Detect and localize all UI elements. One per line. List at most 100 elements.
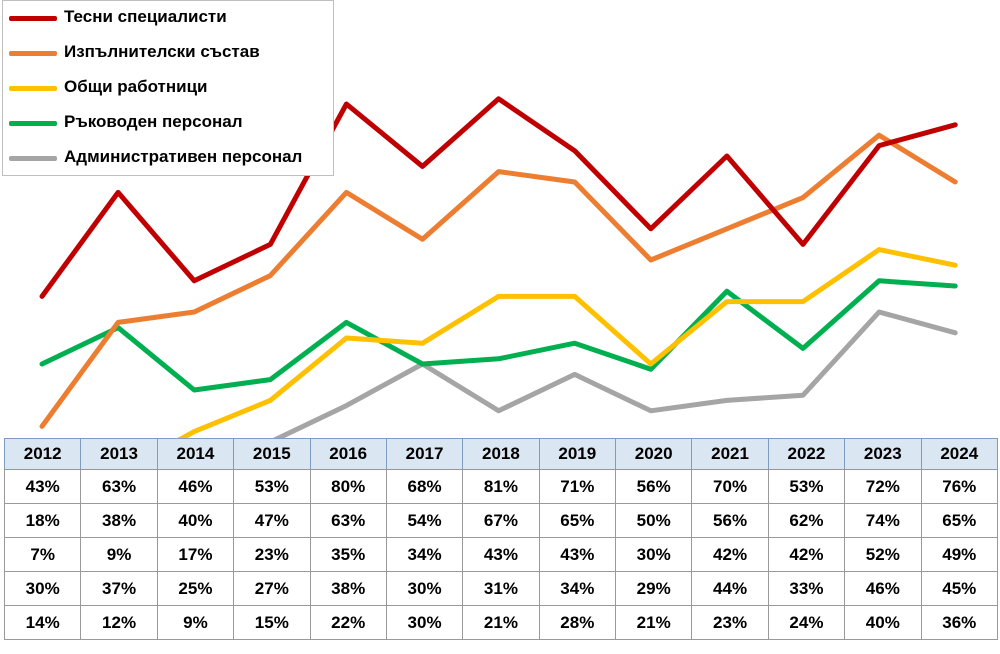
table-cell: 40%: [156, 503, 235, 538]
table-cell: 70%: [691, 469, 769, 504]
table-cell: 12%: [80, 605, 158, 640]
table-cell: 38%: [309, 571, 387, 606]
legend-swatch: [9, 51, 57, 56]
legend-label: Общи работници: [64, 77, 208, 96]
table-cell: 62%: [767, 503, 846, 538]
table-cell: 21%: [614, 605, 693, 640]
table-cell: 23%: [233, 537, 311, 572]
table-cell: 15%: [233, 605, 311, 640]
table-cell: 35%: [309, 537, 387, 572]
table-cell: 17%: [156, 537, 235, 572]
table-cell: 29%: [614, 571, 693, 606]
legend-label: Административен персонал: [64, 147, 303, 166]
table-header-cell: 2019: [538, 438, 617, 470]
table-cell: 76%: [920, 469, 998, 504]
table-cell: 7%: [3, 537, 82, 572]
table-cell: 43%: [462, 537, 540, 572]
legend-swatch: [9, 156, 57, 161]
table-cell: 23%: [691, 605, 769, 640]
table-header-cell: 2018: [462, 438, 540, 470]
series-line: [173, 247, 958, 440]
table-cell: 30%: [385, 605, 464, 640]
table-cell: 33%: [767, 571, 846, 606]
table-cell: 42%: [691, 537, 769, 572]
table-cell: 9%: [156, 605, 235, 640]
table-header-cell: 2022: [767, 438, 846, 470]
table-row: 18% 38% 40% 47% 63% 54% 67% 65% 50% 56% 62% 74% 65%: [3, 503, 998, 538]
legend: Тесни специалисти Изпълнителски състав О…: [2, 0, 334, 176]
table-cell: 74%: [844, 503, 922, 538]
table-cell: 53%: [233, 469, 311, 504]
series-line: [39, 96, 958, 299]
data-table: 2012 2013 2014 2015 2016 2017 2018 2019 …: [3, 438, 998, 640]
table-cell: 47%: [233, 503, 311, 538]
table-header-row: 2012 2013 2014 2015 2016 2017 2018 2019 …: [3, 438, 998, 470]
table-cell: 46%: [844, 571, 922, 606]
line-chart: [39, 96, 958, 440]
table-row: 30% 37% 25% 27% 38% 30% 31% 34% 29% 44% 33% 46% 45%: [3, 571, 998, 606]
table-cell: 9%: [80, 537, 158, 572]
legend-swatch: [9, 121, 57, 126]
table-header-cell: 2014: [156, 438, 235, 470]
table-cell: 54%: [385, 503, 464, 538]
table-cell: 42%: [767, 537, 846, 572]
table-header-cell: 2021: [691, 438, 769, 470]
table-cell: 49%: [920, 537, 998, 572]
table-cell: 38%: [80, 503, 158, 538]
table-cell: 52%: [844, 537, 922, 572]
table-cell: 44%: [691, 571, 769, 606]
table-header-cell: 2024: [920, 438, 998, 470]
table-header-cell: 2023: [844, 438, 922, 470]
table-row: 7% 9% 17% 23% 35% 34% 43% 43% 30% 42% 42% 52% 49%: [3, 537, 998, 572]
table-cell: 22%: [309, 605, 387, 640]
table-cell: 34%: [538, 571, 617, 606]
table-cell: 56%: [614, 469, 693, 504]
series-line: [268, 309, 958, 440]
legend-swatch: [9, 86, 57, 91]
series-line: [39, 278, 958, 393]
table-cell: 27%: [233, 571, 311, 606]
table-cell: 65%: [538, 503, 617, 538]
table-row: 14% 12% 9% 15% 22% 30% 21% 28% 21% 23% 24% 40% 36%: [3, 605, 998, 640]
table-cell: 68%: [385, 469, 464, 504]
legend-label: Тесни специалисти: [64, 7, 227, 26]
legend-label: Ръководен персонал: [64, 112, 243, 131]
table-cell: 45%: [920, 571, 998, 606]
table-cell: 24%: [767, 605, 846, 640]
table-cell: 63%: [80, 469, 158, 504]
table-cell: 72%: [844, 469, 922, 504]
legend-item: Общи работници: [3, 71, 333, 107]
legend-swatch: [9, 16, 57, 21]
table-cell: 67%: [462, 503, 540, 538]
table-cell: 18%: [3, 503, 82, 538]
legend-item: Изпълнителски състав: [3, 36, 333, 72]
table-header-cell: 2017: [385, 438, 464, 470]
table-cell: 30%: [3, 571, 82, 606]
table-cell: 25%: [156, 571, 235, 606]
table-cell: 28%: [538, 605, 617, 640]
table-cell: 40%: [844, 605, 922, 640]
table-cell: 43%: [538, 537, 617, 572]
table-cell: 56%: [691, 503, 769, 538]
table-header-cell: 2015: [233, 438, 311, 470]
table-cell: 63%: [309, 503, 387, 538]
table-header-cell: 2012: [3, 438, 82, 470]
series-line: [39, 132, 958, 429]
table-cell: 46%: [156, 469, 235, 504]
table-cell: 21%: [462, 605, 540, 640]
table-cell: 80%: [309, 469, 387, 504]
table-header-cell: 2016: [309, 438, 387, 470]
table-cell: 65%: [920, 503, 998, 538]
table-header-cell: 2020: [614, 438, 693, 470]
legend-item: Ръководен персонал: [3, 106, 333, 142]
table-cell: 37%: [80, 571, 158, 606]
table-cell: 30%: [614, 537, 693, 572]
legend-item: Тесни специалисти: [3, 1, 333, 37]
legend-label: Изпълнителски състав: [64, 42, 260, 61]
table-cell: 30%: [385, 571, 464, 606]
legend-item: Административен персонал: [3, 141, 333, 177]
table-cell: 71%: [538, 469, 617, 504]
table-cell: 36%: [920, 605, 998, 640]
table-cell: 31%: [462, 571, 540, 606]
table-cell: 34%: [385, 537, 464, 572]
